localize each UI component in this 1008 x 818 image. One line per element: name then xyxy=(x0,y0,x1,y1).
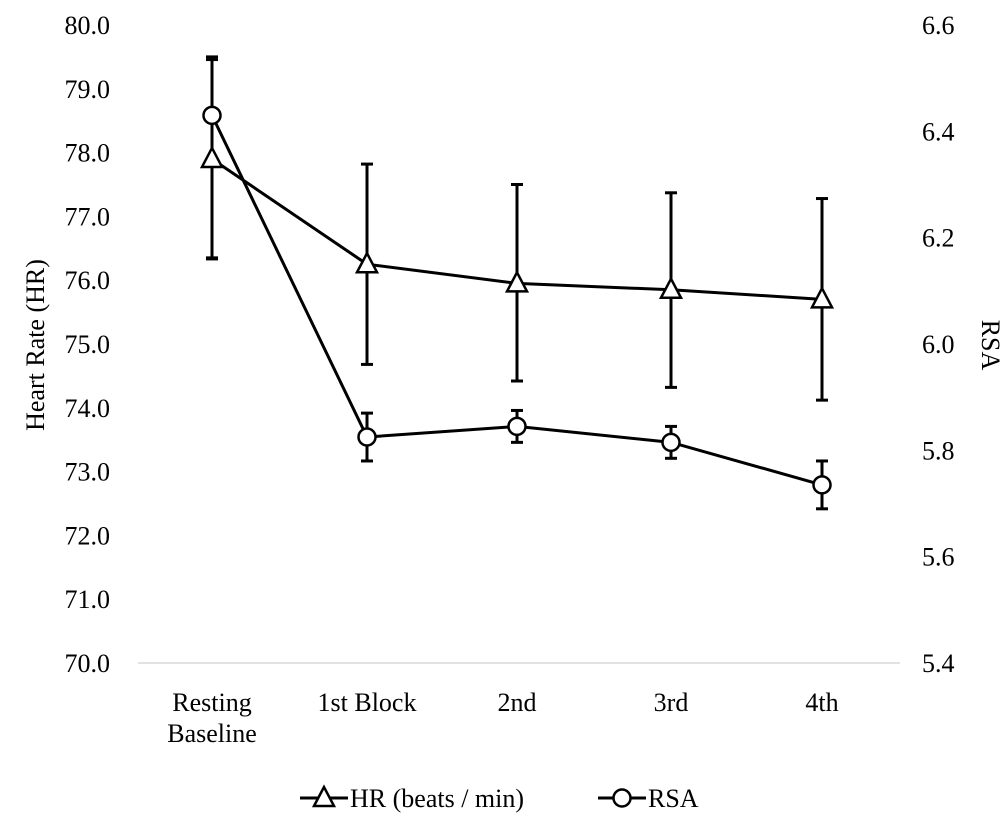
x-category-label: 3rd xyxy=(654,688,689,717)
x-category-label: Resting xyxy=(172,688,251,717)
y-right-tick-label: 5.8 xyxy=(922,436,955,465)
y-left-tick-label: 76.0 xyxy=(65,266,111,295)
legend-label: RSA xyxy=(648,784,699,813)
data-point-triangle xyxy=(809,285,835,309)
data-point-triangle xyxy=(199,145,225,169)
data-point-circle xyxy=(357,427,377,447)
legend-triangle-marker xyxy=(311,784,337,808)
y-right-tick-label: 6.2 xyxy=(922,224,955,253)
y-left-tick-label: 71.0 xyxy=(65,585,111,614)
y-right-tick-label: 5.4 xyxy=(922,649,955,678)
legend-circle-marker xyxy=(612,788,632,808)
x-category-label: 2nd xyxy=(498,688,537,717)
y-left-tick-label: 77.0 xyxy=(65,202,111,231)
y-right-axis-title: RSA xyxy=(976,320,1005,371)
y-right-tick-label: 5.6 xyxy=(922,543,955,572)
data-point-triangle xyxy=(354,250,380,274)
y-left-tick-label: 72.0 xyxy=(65,521,111,550)
data-point-circle xyxy=(661,432,681,453)
y-left-tick-label: 73.0 xyxy=(65,458,111,487)
legend: HR (beats / min) RSA xyxy=(300,784,699,813)
data-point-circle xyxy=(812,475,832,495)
x-category-label: 4th xyxy=(805,688,838,717)
legend-label: HR (beats / min) xyxy=(350,784,524,813)
x-category-label: 1st Block xyxy=(318,688,417,717)
y-left-tick-label: 75.0 xyxy=(65,330,111,359)
y-right-tick-label: 6.0 xyxy=(922,330,955,359)
y-left-tick-label: 78.0 xyxy=(65,139,111,168)
y-left-axis-title: Heart Rate (HR) xyxy=(21,259,50,431)
y-left-tick-label: 80.0 xyxy=(65,11,111,40)
x-category-label: Baseline xyxy=(167,719,257,748)
data-point-circle xyxy=(202,105,222,126)
y-right-tick-label: 6.4 xyxy=(922,117,955,146)
y-left-tick-label: 79.0 xyxy=(65,75,111,104)
data-point-triangle xyxy=(504,269,530,293)
markers-layer xyxy=(199,105,835,495)
data-point-circle xyxy=(507,416,527,437)
labels-layer: 70.0 71.0 72.0 73.0 74.0 75.0 76.0 77.0 78.0 79.0… xyxy=(65,11,955,748)
y-left-tick-label: 74.0 xyxy=(65,394,111,423)
y-right-tick-label: 6.6 xyxy=(922,11,955,40)
y-left-tick-label: 70.0 xyxy=(65,649,111,678)
data-point-triangle xyxy=(658,276,684,300)
